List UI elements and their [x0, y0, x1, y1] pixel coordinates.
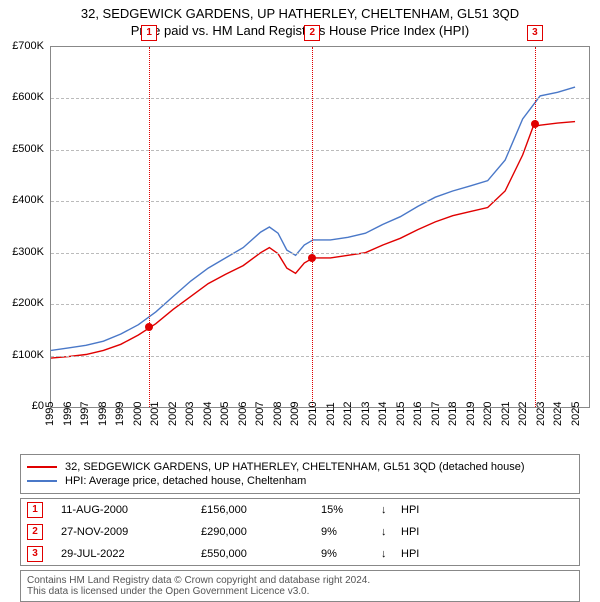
x-tick-label: 2016 — [412, 402, 424, 426]
y-axis-labels: £0£100K£200K£300K£400K£500K£600K£700K — [0, 46, 48, 406]
event-marker-box: 2 — [304, 25, 320, 41]
x-tick-label: 2011 — [325, 402, 337, 426]
y-tick-label: £200K — [12, 297, 44, 309]
event-number-box: 2 — [27, 524, 43, 540]
event-row: 1 11-AUG-2000£156,00015%↓HPI — [21, 499, 579, 521]
x-tick-label: 2014 — [377, 402, 389, 426]
event-price: £550,000 — [201, 548, 321, 560]
event-date: 27-NOV-2009 — [61, 526, 201, 538]
x-tick-label: 2005 — [219, 402, 231, 426]
event-marker-dot — [308, 254, 316, 262]
chart-svg — [51, 47, 589, 407]
x-tick-label: 2023 — [535, 402, 547, 426]
x-tick-label: 2002 — [167, 402, 179, 426]
event-number-box: 3 — [27, 546, 43, 562]
chart-title-line2: Price paid vs. HM Land Registry's House … — [0, 23, 600, 38]
y-tick-label: £100K — [12, 349, 44, 361]
x-tick-label: 2022 — [517, 402, 529, 426]
plot-area: 123 — [50, 46, 590, 408]
x-tick-label: 2010 — [307, 402, 319, 426]
x-tick-label: 2020 — [482, 402, 494, 426]
x-tick-label: 1996 — [62, 402, 74, 426]
down-arrow-icon: ↓ — [381, 526, 401, 538]
chart-title-line1: 32, SEDGEWICK GARDENS, UP HATHERLEY, CHE… — [0, 6, 600, 21]
x-tick-label: 2004 — [202, 402, 214, 426]
x-tick-label: 1999 — [114, 402, 126, 426]
event-suffix: HPI — [401, 548, 419, 560]
x-tick-label: 2008 — [272, 402, 284, 426]
gridline — [51, 356, 589, 357]
footer-line1: Contains HM Land Registry data © Crown c… — [27, 575, 573, 586]
x-tick-label: 2019 — [465, 402, 477, 426]
event-pct: 15% — [321, 504, 381, 516]
gridline — [51, 201, 589, 202]
x-tick-label: 2015 — [395, 402, 407, 426]
gridline — [51, 150, 589, 151]
event-pct: 9% — [321, 526, 381, 538]
x-tick-label: 1998 — [97, 402, 109, 426]
y-tick-label: £400K — [12, 194, 44, 206]
legend-item: HPI: Average price, detached house, Chel… — [27, 475, 573, 487]
event-marker-line — [149, 47, 150, 407]
events-table: 111-AUG-2000£156,00015%↓HPI227-NOV-2009£… — [20, 498, 580, 566]
chart-container: 32, SEDGEWICK GARDENS, UP HATHERLEY, CHE… — [0, 0, 600, 602]
x-tick-label: 2025 — [570, 402, 582, 426]
x-tick-label: 2009 — [289, 402, 301, 426]
legend: 32, SEDGEWICK GARDENS, UP HATHERLEY, CHE… — [20, 454, 580, 494]
legend-label: HPI: Average price, detached house, Chel… — [65, 475, 306, 487]
y-tick-label: £600K — [12, 91, 44, 103]
legend-item: 32, SEDGEWICK GARDENS, UP HATHERLEY, CHE… — [27, 461, 573, 473]
down-arrow-icon: ↓ — [381, 548, 401, 560]
event-date: 11-AUG-2000 — [61, 504, 201, 516]
event-marker-dot — [531, 120, 539, 128]
legend-swatch — [27, 480, 57, 482]
x-tick-label: 2017 — [430, 402, 442, 426]
event-row: 2 27-NOV-2009£290,0009%↓HPI — [21, 521, 579, 543]
event-number-box: 1 — [27, 502, 43, 518]
x-tick-label: 2003 — [184, 402, 196, 426]
gridline — [51, 98, 589, 99]
legend-label: 32, SEDGEWICK GARDENS, UP HATHERLEY, CHE… — [65, 461, 525, 473]
x-tick-label: 2013 — [360, 402, 372, 426]
legend-swatch — [27, 466, 57, 468]
event-date: 29-JUL-2022 — [61, 548, 201, 560]
event-pct: 9% — [321, 548, 381, 560]
event-price: £290,000 — [201, 526, 321, 538]
event-marker-line — [312, 47, 313, 407]
event-marker-dot — [145, 323, 153, 331]
x-tick-label: 2018 — [447, 402, 459, 426]
event-marker-box: 3 — [527, 25, 543, 41]
event-marker-box: 1 — [141, 25, 157, 41]
x-tick-label: 1997 — [79, 402, 91, 426]
event-price: £156,000 — [201, 504, 321, 516]
x-tick-label: 2012 — [342, 402, 354, 426]
down-arrow-icon: ↓ — [381, 504, 401, 516]
chart-titles: 32, SEDGEWICK GARDENS, UP HATHERLEY, CHE… — [0, 0, 600, 38]
x-tick-label: 2006 — [237, 402, 249, 426]
x-tick-label: 2024 — [552, 402, 564, 426]
footer-attribution: Contains HM Land Registry data © Crown c… — [20, 570, 580, 602]
event-marker-line — [535, 47, 536, 407]
x-tick-label: 2001 — [149, 402, 161, 426]
event-row: 3 29-JUL-2022£550,0009%↓HPI — [21, 543, 579, 565]
x-tick-label: 2000 — [132, 402, 144, 426]
y-tick-label: £0 — [32, 400, 44, 412]
y-tick-label: £500K — [12, 143, 44, 155]
y-tick-label: £300K — [12, 246, 44, 258]
event-suffix: HPI — [401, 526, 419, 538]
gridline — [51, 304, 589, 305]
x-tick-label: 2021 — [500, 402, 512, 426]
footer-line2: This data is licensed under the Open Gov… — [27, 586, 573, 597]
gridline — [51, 253, 589, 254]
x-tick-label: 2007 — [254, 402, 266, 426]
x-axis-labels: 1995199619971998199920002001200220032004… — [50, 408, 590, 448]
x-tick-label: 1995 — [44, 402, 56, 426]
y-tick-label: £700K — [12, 40, 44, 52]
event-suffix: HPI — [401, 504, 419, 516]
